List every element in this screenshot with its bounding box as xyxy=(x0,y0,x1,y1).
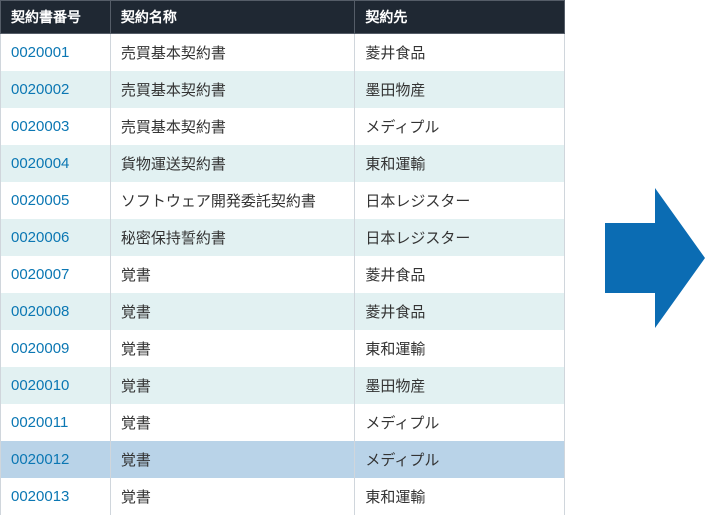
table-row[interactable]: 0020009覚書東和運輸 xyxy=(1,330,565,367)
table-row[interactable]: 0020011覚書メディプル xyxy=(1,404,565,441)
contract-name-cell: 覚書 xyxy=(110,478,354,515)
table-row[interactable]: 0020004貨物運送契約書東和運輸 xyxy=(1,145,565,182)
contract-name-cell: 覚書 xyxy=(110,256,354,293)
contract-id-cell[interactable]: 0020012 xyxy=(1,441,111,478)
contract-name-cell: 覚書 xyxy=(110,404,354,441)
contract-id-cell[interactable]: 0020010 xyxy=(1,367,111,404)
header-party: 契約先 xyxy=(355,1,565,34)
table-header-row: 契約書番号 契約名称 契約先 xyxy=(1,1,565,34)
contract-party-cell: 日本レジスター xyxy=(355,182,565,219)
contract-party-cell: 日本レジスター xyxy=(355,219,565,256)
header-name: 契約名称 xyxy=(110,1,354,34)
contract-party-cell: 東和運輸 xyxy=(355,330,565,367)
contract-party-cell: 菱井食品 xyxy=(355,34,565,72)
contract-id-cell[interactable]: 0020007 xyxy=(1,256,111,293)
contract-party-cell: 菱井食品 xyxy=(355,293,565,330)
contract-name-cell: 売買基本契約書 xyxy=(110,108,354,145)
contract-party-cell: 墨田物産 xyxy=(355,367,565,404)
contract-party-cell: メディプル xyxy=(355,404,565,441)
contract-party-cell: 菱井食品 xyxy=(355,256,565,293)
contract-party-cell: メディプル xyxy=(355,441,565,478)
arrow-icon xyxy=(605,188,705,328)
contract-id-cell[interactable]: 0020003 xyxy=(1,108,111,145)
contract-id-cell[interactable]: 0020009 xyxy=(1,330,111,367)
contract-name-cell: 秘密保持誓約書 xyxy=(110,219,354,256)
contract-id-cell[interactable]: 0020005 xyxy=(1,182,111,219)
contract-party-cell: 東和運輸 xyxy=(355,478,565,515)
contract-id-cell[interactable]: 0020013 xyxy=(1,478,111,515)
contract-name-cell: 覚書 xyxy=(110,293,354,330)
table-row[interactable]: 0020008覚書菱井食品 xyxy=(1,293,565,330)
table-row[interactable]: 0020002売買基本契約書墨田物産 xyxy=(1,71,565,108)
table-row[interactable]: 0020006秘密保持誓約書日本レジスター xyxy=(1,219,565,256)
table-row[interactable]: 0020003売買基本契約書メディプル xyxy=(1,108,565,145)
contract-id-cell[interactable]: 0020002 xyxy=(1,71,111,108)
contract-name-cell: 売買基本契約書 xyxy=(110,71,354,108)
contract-name-cell: 覚書 xyxy=(110,367,354,404)
contract-name-cell: ソフトウェア開発委託契約書 xyxy=(110,182,354,219)
table-row[interactable]: 0020007覚書菱井食品 xyxy=(1,256,565,293)
contract-id-cell[interactable]: 0020006 xyxy=(1,219,111,256)
table-row[interactable]: 0020005ソフトウェア開発委託契約書日本レジスター xyxy=(1,182,565,219)
contract-name-cell: 覚書 xyxy=(110,441,354,478)
contracts-table: 契約書番号 契約名称 契約先 0020001売買基本契約書菱井食品0020002… xyxy=(0,0,565,515)
contract-party-cell: 東和運輸 xyxy=(355,145,565,182)
contract-name-cell: 売買基本契約書 xyxy=(110,34,354,72)
contract-id-cell[interactable]: 0020011 xyxy=(1,404,111,441)
contract-party-cell: 墨田物産 xyxy=(355,71,565,108)
contract-id-cell[interactable]: 0020004 xyxy=(1,145,111,182)
contract-id-cell[interactable]: 0020001 xyxy=(1,34,111,72)
header-id: 契約書番号 xyxy=(1,1,111,34)
table-row[interactable]: 0020001売買基本契約書菱井食品 xyxy=(1,34,565,72)
table-body: 0020001売買基本契約書菱井食品0020002売買基本契約書墨田物産0020… xyxy=(1,34,565,515)
table-row[interactable]: 0020013覚書東和運輸 xyxy=(1,478,565,515)
contract-party-cell: メディプル xyxy=(355,108,565,145)
table-row[interactable]: 0020012覚書メディプル xyxy=(1,441,565,478)
contract-name-cell: 覚書 xyxy=(110,330,354,367)
contract-name-cell: 貨物運送契約書 xyxy=(110,145,354,182)
contract-id-cell[interactable]: 0020008 xyxy=(1,293,111,330)
table-row[interactable]: 0020010覚書墨田物産 xyxy=(1,367,565,404)
contracts-table-wrapper: 契約書番号 契約名称 契約先 0020001売買基本契約書菱井食品0020002… xyxy=(0,0,565,515)
